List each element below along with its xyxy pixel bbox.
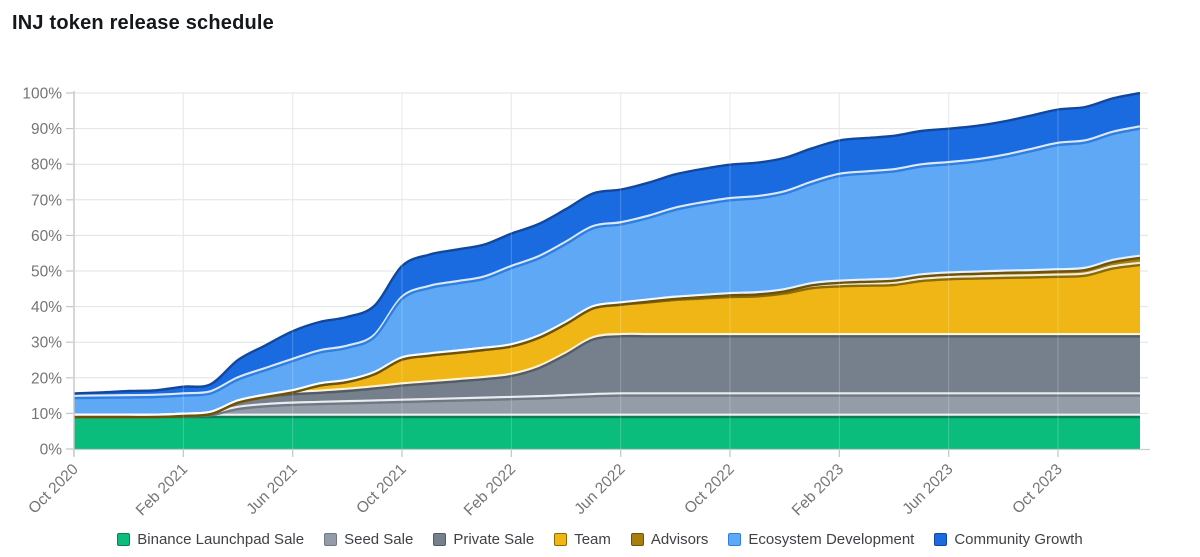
svg-text:90%: 90% xyxy=(31,121,62,138)
svg-text:Feb 2023: Feb 2023 xyxy=(789,461,847,519)
legend-item-label: Ecosystem Development xyxy=(748,531,915,548)
legend-item-advisors[interactable]: Advisors xyxy=(630,531,709,548)
svg-text:50%: 50% xyxy=(31,264,62,281)
legend-swatch-icon xyxy=(934,533,948,546)
page-title: INJ token release schedule xyxy=(12,12,274,34)
legend-item-label: Team xyxy=(574,531,611,548)
legend-item-team[interactable]: Team xyxy=(554,531,611,548)
svg-text:100%: 100% xyxy=(22,86,62,103)
svg-text:Feb 2022: Feb 2022 xyxy=(461,461,519,519)
legend: Binance Launchpad Sale Seed Sale Private S… xyxy=(0,531,1200,548)
svg-text:40%: 40% xyxy=(31,299,62,316)
x-axis-labels: Oct 2020 Feb 2021 Jun 2021 Oct 2021 Feb 2022… xyxy=(25,450,1066,519)
svg-text:Oct 2022: Oct 2022 xyxy=(681,461,738,518)
svg-text:10%: 10% xyxy=(31,406,62,423)
svg-text:Feb 2021: Feb 2021 xyxy=(133,461,191,519)
svg-text:30%: 30% xyxy=(31,335,62,352)
legend-item-label: Community Growth xyxy=(954,531,1083,548)
svg-text:0%: 0% xyxy=(40,442,63,459)
legend-item-label: Seed Sale xyxy=(344,531,414,548)
legend-item-private-sale[interactable]: Private Sale xyxy=(433,531,534,548)
legend-swatch-icon xyxy=(433,533,447,546)
svg-text:Jun 2022: Jun 2022 xyxy=(571,461,628,518)
svg-text:Oct 2020: Oct 2020 xyxy=(25,461,82,518)
svg-text:Oct 2023: Oct 2023 xyxy=(1009,461,1066,518)
legend-swatch-icon xyxy=(324,533,338,546)
axes xyxy=(73,91,1150,456)
legend-item-seed-sale[interactable]: Seed Sale xyxy=(324,531,413,548)
svg-text:Jun 2021: Jun 2021 xyxy=(243,461,300,518)
legend-item-community-growth[interactable]: Community Growth xyxy=(934,531,1083,548)
area-1 xyxy=(74,395,1140,418)
legend-item-label: Private Sale xyxy=(453,531,535,548)
svg-text:70%: 70% xyxy=(31,192,62,209)
y-axis-labels: 0% 10% 20% 30% 40% 50% 60% 70% 80% 90% 100% xyxy=(22,86,73,459)
svg-text:60%: 60% xyxy=(31,228,62,245)
legend-swatch-icon xyxy=(728,533,742,546)
area-0 xyxy=(74,417,1140,449)
area-2 xyxy=(74,336,1140,418)
legend-item-label: Advisors xyxy=(650,531,709,548)
area-6 xyxy=(74,93,1140,399)
svg-text:80%: 80% xyxy=(31,157,62,174)
area-5 xyxy=(74,128,1140,418)
chart-canvas: 0% 10% 20% 30% 40% 50% 60% 70% 80% 90% 100% Oct 202… xyxy=(22,86,1150,519)
area-4 xyxy=(74,257,1140,418)
legend-swatch-icon xyxy=(117,533,131,546)
svg-text:20%: 20% xyxy=(31,370,62,387)
legend-item-label: Binance Launchpad Sale xyxy=(137,531,305,548)
svg-text:Oct 2021: Oct 2021 xyxy=(353,461,410,518)
area-3 xyxy=(74,265,1140,418)
stacked-areas xyxy=(74,92,1140,449)
legend-item-ecosystem-development[interactable]: Ecosystem Development xyxy=(728,531,914,548)
legend-swatch-icon xyxy=(630,533,644,546)
svg-text:Jun 2023: Jun 2023 xyxy=(899,461,956,518)
legend-swatch-icon xyxy=(554,533,568,546)
legend-item-binance-launchpad-sale[interactable]: Binance Launchpad Sale xyxy=(117,531,304,548)
